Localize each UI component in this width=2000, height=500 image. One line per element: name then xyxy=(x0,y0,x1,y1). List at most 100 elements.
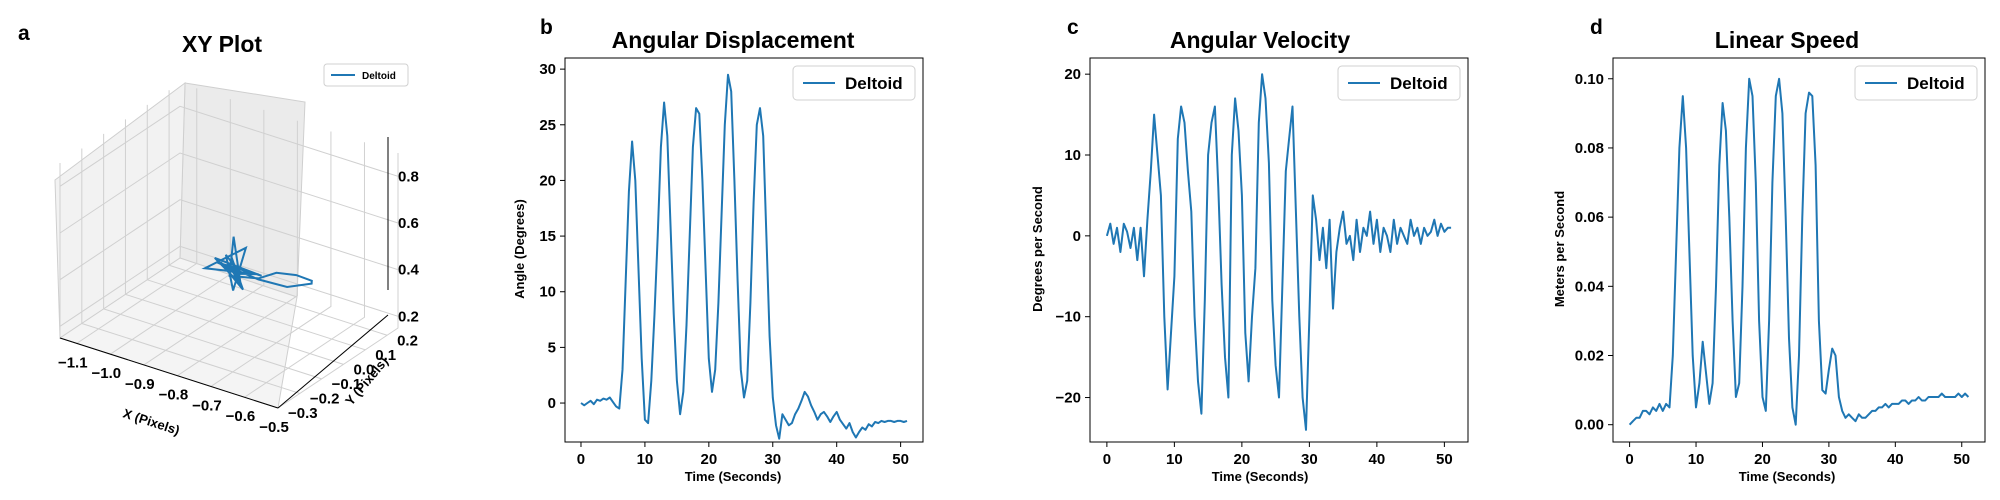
y-tick-label: 0.04 xyxy=(1575,278,1605,295)
y-tick-label: 0 xyxy=(548,395,556,412)
legend-label: Deltoid xyxy=(845,74,903,93)
x-tick-label: 40 xyxy=(1369,451,1386,468)
x-axis-label: X (Pixels) xyxy=(121,406,181,438)
y-tick-label: 0.0 xyxy=(353,361,374,378)
y-tick-label: 20 xyxy=(1064,66,1081,83)
y-axis-label: Meters per Second xyxy=(1552,191,1567,307)
x-tick-label: 50 xyxy=(1436,451,1453,468)
x-axis-label: Time (Seconds) xyxy=(685,469,782,484)
y-axis-line xyxy=(277,314,389,409)
y-axis-label: Angle (Degrees) xyxy=(512,199,527,299)
series-line-deltoid xyxy=(580,73,908,440)
xy-plot-3d: XY Plot −1.1−1.0−0.9−0.8−0.7−0.6−0.5−0.3… xyxy=(54,31,420,438)
y-tick-label: −0.3 xyxy=(288,405,318,422)
grid-line xyxy=(81,148,300,394)
xy-trajectory-line xyxy=(201,236,313,291)
x-axis-label: Time (Seconds) xyxy=(1212,469,1309,484)
x-tick-label: 30 xyxy=(1301,451,1318,468)
panel-letter-c: c xyxy=(1067,16,1079,39)
grid-line xyxy=(168,90,388,336)
xy-plot-legend: Deltoid xyxy=(323,63,409,87)
legend-box xyxy=(792,65,916,101)
legend-box xyxy=(1337,65,1461,101)
x-tick-label: 10 xyxy=(1688,451,1705,468)
y-tick-label: 15 xyxy=(539,228,556,245)
3d-grid xyxy=(59,88,399,409)
x-tick-label: −0.6 xyxy=(226,408,256,425)
grid-line xyxy=(146,104,366,351)
x-tick-label: 10 xyxy=(1166,451,1183,468)
x-tick-label: −1.0 xyxy=(91,365,121,382)
y-tick-label: 0.2 xyxy=(397,332,418,349)
z-tick-label: 0.8 xyxy=(398,168,419,185)
x-tick-label: 0 xyxy=(577,451,585,468)
x-tick-label: 0 xyxy=(1103,451,1111,468)
x-tick-label: −0.9 xyxy=(125,376,155,393)
angular-displacement-chart: Angular Displacement Time (Seconds) Angl… xyxy=(512,27,924,484)
series-line-deltoid xyxy=(1628,77,1970,426)
x-tick-label: −0.5 xyxy=(259,419,289,436)
z-tick-label: 0.4 xyxy=(398,262,420,279)
legend-label: Deltoid xyxy=(1390,74,1448,93)
x-tick-label: 50 xyxy=(1953,451,1970,468)
y-tick-label: 25 xyxy=(539,117,556,134)
y-tick-label: 0.00 xyxy=(1575,417,1604,434)
x-tick-label: −0.8 xyxy=(159,387,189,404)
chart-title: Linear Speed xyxy=(1715,27,1859,53)
legend-box xyxy=(1854,65,1978,101)
y-tick-label: 10 xyxy=(539,284,556,301)
chart-title: Angular Displacement xyxy=(612,27,855,53)
y-tick-label: 30 xyxy=(539,61,556,78)
xy-plot-title: XY Plot xyxy=(182,31,262,57)
grid-line xyxy=(124,119,344,365)
x-axis-label: Time (Seconds) xyxy=(1739,469,1836,484)
panel-letter-b: b xyxy=(540,16,553,39)
plot-frame xyxy=(1089,57,1469,443)
angular-velocity-chart: Angular Velocity Time (Seconds) Degrees … xyxy=(1030,27,1469,484)
y-tick-label: 0 xyxy=(1073,228,1081,245)
series-line-deltoid xyxy=(1105,73,1452,431)
grid-line xyxy=(177,120,298,377)
x-tick-label: 40 xyxy=(1887,451,1904,468)
x-tick-label: −0.7 xyxy=(192,397,222,414)
grid-line xyxy=(59,199,399,281)
panel-letter-d: d xyxy=(1590,16,1603,39)
grid-line xyxy=(59,105,399,187)
grid-line xyxy=(143,109,265,366)
y-tick-label: 0.10 xyxy=(1575,71,1604,88)
chart-title: Angular Velocity xyxy=(1170,27,1350,53)
y-tick-label: 20 xyxy=(539,172,556,189)
y-tick-label: −0.1 xyxy=(332,376,362,393)
y-tick-label: 0.06 xyxy=(1575,209,1604,226)
y-tick-label: 0.1 xyxy=(375,347,396,364)
x-tick-label: 50 xyxy=(892,451,909,468)
grid-line xyxy=(210,131,332,387)
legend-label: Deltoid xyxy=(1907,74,1965,93)
y-tick-label: −0.2 xyxy=(310,390,340,407)
plot-frame xyxy=(564,57,924,443)
y-tick-label: 0.08 xyxy=(1575,140,1604,157)
z-tick-label: 0.6 xyxy=(398,215,419,232)
x-tick-label: 20 xyxy=(1754,451,1771,468)
x-tick-label: 0 xyxy=(1625,451,1633,468)
legend-label: Deltoid xyxy=(362,71,396,82)
y-tick-label: −20 xyxy=(1056,390,1081,407)
y-tick-label: −10 xyxy=(1056,309,1081,326)
x-tick-label: −1.1 xyxy=(58,354,88,371)
x-tick-label: 10 xyxy=(637,451,654,468)
y-axis-label: Degrees per Second xyxy=(1030,186,1045,312)
x-tick-label: 20 xyxy=(700,451,717,468)
y-tick-label: 5 xyxy=(548,339,556,356)
y-tick-label: 10 xyxy=(1064,147,1081,164)
x-tick-label: 40 xyxy=(828,451,845,468)
grid-line xyxy=(59,152,399,234)
linear-speed-chart: Linear Speed Time (Seconds) Meters per S… xyxy=(1552,27,1986,484)
z-tick-label: 0.2 xyxy=(398,308,419,325)
y-tick-label: 0.02 xyxy=(1575,348,1604,365)
grid-line xyxy=(76,88,198,344)
3d-tick-labels: −1.1−1.0−0.9−0.8−0.7−0.6−0.5−0.3−0.2−0.1… xyxy=(58,168,420,436)
panel-letter-a: a xyxy=(18,22,30,45)
plot-frame xyxy=(1612,57,1986,443)
x-axis-line xyxy=(59,337,279,409)
